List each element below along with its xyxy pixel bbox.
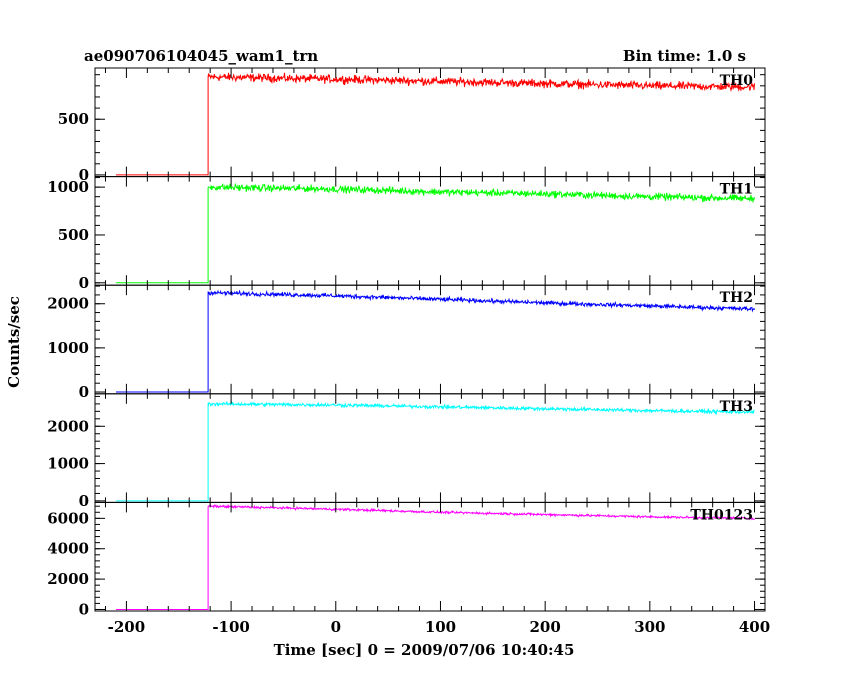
panel-label-th0: TH0 [720, 73, 754, 89]
chart-title: ae090706104045_wam1_trn [84, 47, 318, 65]
panel-label-th1: TH1 [720, 182, 753, 198]
y-tick-label: 0 [79, 383, 89, 401]
y-tick-label: 4000 [47, 540, 89, 558]
x-tick-label: 200 [530, 618, 561, 636]
panel-label-th2: TH2 [720, 290, 753, 306]
series-line-th0123 [115, 503, 755, 610]
panel-frame [94, 501, 766, 612]
panel-th2: 0 1000 2000 TH2 [47, 284, 766, 401]
series-line-th0 [115, 72, 755, 176]
series-line-th1 [115, 182, 755, 284]
y-tick-label: 2000 [47, 570, 89, 588]
x-tick-label: -200 [108, 618, 146, 636]
series-line-th2 [115, 289, 755, 393]
x-tick-label: 400 [739, 618, 770, 636]
panel-frame [94, 176, 766, 286]
y-tick-label: 6000 [47, 509, 89, 527]
y-tick-label: 500 [58, 110, 89, 128]
series-line-th3 [115, 400, 755, 502]
panel-label-th0123: TH0123 [690, 507, 753, 523]
x-tick-label: 300 [634, 618, 665, 636]
y-tick-label: 0 [79, 492, 89, 510]
y-tick-label: 0 [79, 274, 89, 292]
x-axis-label: Time [sec] 0 = 2009/07/06 10:40:45 [274, 641, 575, 659]
x-axis: -200 -100 0 100 200 300 400 [108, 618, 771, 636]
panel-frame [94, 284, 766, 395]
panel-label-th3: TH3 [720, 399, 753, 415]
panel-frame [94, 393, 766, 503]
y-tick-label: 500 [58, 226, 89, 244]
panel-th3: 0 1000 2000 TH3 [47, 393, 766, 510]
bin-time-label: Bin time: 1.0 s [623, 47, 746, 65]
y-tick-label: 1000 [47, 178, 89, 196]
panel-th1: 0 500 1000 TH1 [47, 176, 766, 292]
y-tick-label: 1000 [47, 455, 89, 473]
panel-th0: 0 500 TH0 [58, 67, 766, 184]
x-tick-label: -100 [212, 618, 250, 636]
y-tick-label: 0 [79, 600, 89, 618]
x-tick-label: 100 [425, 618, 456, 636]
x-tick-label: 0 [331, 618, 341, 636]
y-tick-label: 2000 [47, 417, 89, 435]
y-tick-label: 1000 [47, 339, 89, 357]
y-tick-label: 2000 [47, 295, 89, 313]
y-tick-label: 0 [79, 166, 89, 184]
y-axis-label: Counts/sec [5, 296, 23, 388]
panel-th0123: 0 2000 4000 6000 TH0123 [47, 501, 766, 618]
